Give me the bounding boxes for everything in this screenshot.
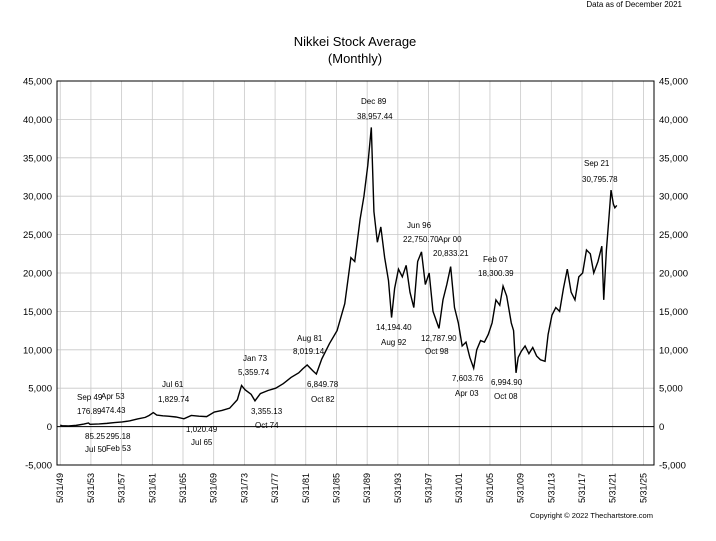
x-tick-label: 5/31/05 [485,473,495,503]
y-tick-label-right: 35,000 [659,153,688,164]
y-axis-right: -5,000 0 5,000 10,000 15,000 20,000 25,000 30,0… [659,77,688,472]
annotation-value: 176.89 [77,407,102,416]
annotation-date: Apr 53 [101,392,125,401]
x-tick-label: 5/31/69 [209,473,219,503]
annotation-value: 7,603.76 [452,374,484,383]
y-tick-label-left: 35,000 [23,153,52,164]
x-tick-label: 5/31/57 [117,473,127,503]
x-tick-label: 5/31/25 [638,473,648,503]
y-tick-label-left: 20,000 [23,269,52,280]
annotation-date: Oct 08 [494,392,518,401]
annotation-date: Oct 82 [311,395,335,404]
y-tick-label-left: 25,000 [23,230,52,241]
x-tick-label: 5/31/01 [454,473,464,503]
annotation-date: Apr 00 [438,235,462,244]
y-tick-label-right: 5,000 [659,384,683,395]
annotation-date: Sep 21 [584,159,610,168]
copyright-notice: Copyright © 2022 Thechartstore.com [530,511,653,520]
data-date-note: Data as of December 2021 [586,0,682,9]
x-tick-label: 5/31/49 [55,473,65,503]
annotation-value: 14,194.40 [376,323,412,332]
annotation-value: 8,019.14 [293,347,325,356]
y-tick-label-left: 40,000 [23,115,52,126]
y-axis-left: -5,000 0 5,000 10,000 15,000 20,000 25,000 30,0… [23,77,52,472]
annotation-date: Jul 61 [162,380,184,389]
chart-subtitle: (Monthly) [328,51,382,66]
annotation-value: 6,994.90 [491,378,523,387]
y-tick-label-left: 15,000 [23,307,52,318]
annotation-value: 30,795.78 [582,175,618,184]
y-tick-label-right: 30,000 [659,192,688,203]
x-tick-label: 5/31/93 [393,473,403,503]
annotation-value: 295.18 [106,432,131,441]
annotation-value: 1,020.49 [186,425,218,434]
annotation-date: Jan 73 [243,354,268,363]
chart-grid [57,80,654,466]
chart-title: Nikkei Stock Average [294,34,417,49]
annotation-value: 12,787.90 [421,334,457,343]
x-tick-label: 5/31/77 [270,473,280,503]
y-tick-label-right: 20,000 [659,269,688,280]
x-tick-label: 5/31/81 [301,473,311,503]
y-tick-label-right: 25,000 [659,230,688,241]
x-tick-label: 5/31/65 [178,473,188,503]
y-tick-label-right: 0 [659,422,664,433]
x-tick-label: 5/31/73 [239,473,249,503]
y-tick-label-right: 10,000 [659,345,688,356]
x-tick-label: 5/31/53 [86,473,96,503]
y-tick-label-left: 5,000 [28,384,52,395]
plot-frame [56,80,655,466]
x-axis: 5/31/49 5/31/53 5/31/57 5/31/61 5/31/65 5/31/… [55,473,648,503]
annotation-date: Feb 07 [483,255,508,264]
annotation-value: 474.43 [101,406,126,415]
x-tick-label: 5/31/21 [608,473,618,503]
x-tick-label: 5/31/89 [362,473,372,503]
annotation-value: 22,750.70 [403,235,439,244]
annotation-value: 18,300.39 [478,269,514,278]
annotation-date: Oct 98 [425,347,449,356]
annotation-value: 5,359.74 [238,368,270,377]
annotation-value: 85.25 [85,432,106,441]
annotation-value: 3,355.13 [251,407,283,416]
annotation-value: 20,833.21 [433,249,469,258]
x-tick-label: 5/31/97 [424,473,434,503]
annotation-value: 1,829.74 [158,395,190,404]
annotation-value: 38,957.44 [357,112,393,121]
annotation-date: Jul 65 [191,438,213,447]
x-tick-label: 5/31/61 [147,473,157,503]
x-tick-label: 5/31/85 [331,473,341,503]
y-tick-label-left: 10,000 [23,345,52,356]
y-tick-label-right: 15,000 [659,307,688,318]
x-tick-label: 5/31/17 [577,473,587,503]
x-tick-label: 5/31/13 [546,473,556,503]
annotation-date: Jul 50 [85,445,107,454]
chart-annotations: Sep 49 176.89 Jul 50 85.25 Apr 53 474.43 Feb 5… [77,97,618,454]
annotation-date: Oct 74 [255,421,279,430]
annotation-date: Sep 49 [77,393,103,402]
annotation-date: Apr 03 [455,389,479,398]
annotation-date: Aug 92 [381,338,407,347]
nikkei-series-line [60,127,618,427]
y-tick-label-left: 30,000 [23,192,52,203]
annotation-date: Feb 53 [106,444,131,453]
y-tick-label-right: 40,000 [659,115,688,126]
annotation-date: Jun 96 [407,221,432,230]
annotation-value: 6,849.78 [307,380,339,389]
annotation-date: Dec 89 [361,97,387,106]
annotation-date: Aug 81 [297,334,323,343]
y-tick-label-left: 0 [47,422,52,433]
y-tick-label-left: 45,000 [23,77,52,88]
y-tick-label-right: 45,000 [659,77,688,88]
y-tick-label-right: -5,000 [659,461,686,472]
x-tick-label: 5/31/09 [516,473,526,503]
y-tick-label-left: -5,000 [25,461,52,472]
